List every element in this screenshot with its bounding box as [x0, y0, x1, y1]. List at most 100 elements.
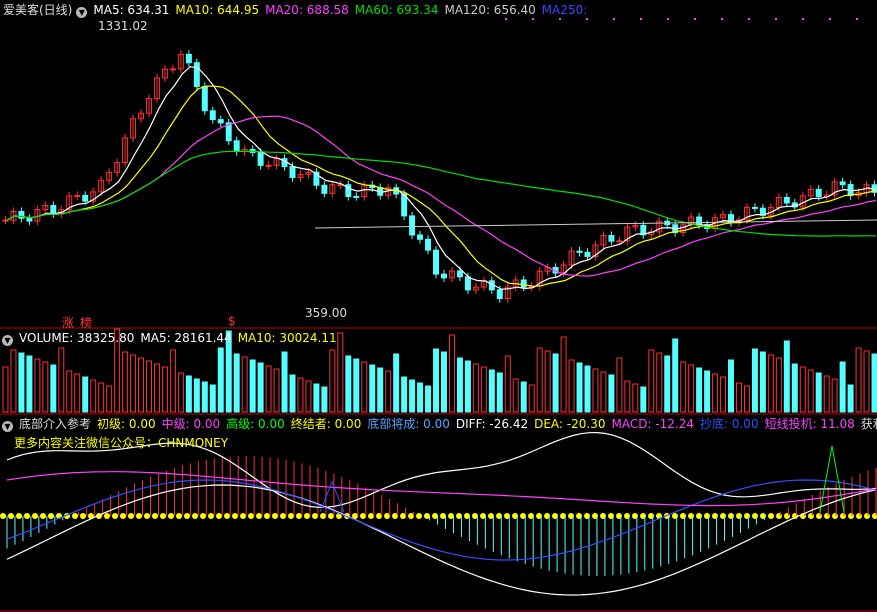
volume-bar	[273, 368, 280, 413]
low-price-label: 359.00	[305, 306, 347, 320]
ma250-dot	[829, 18, 831, 20]
baseline-dot	[416, 513, 422, 519]
main.ma-item: MA120: 656.40	[444, 3, 536, 17]
volume-bar	[153, 363, 160, 413]
volume.items-item: MA10: 30024.11	[237, 331, 337, 345]
volume-bar	[855, 347, 862, 413]
candle-body	[321, 184, 328, 194]
indicator.items-item: 短线投机: 11.08	[764, 417, 855, 431]
candle-body	[185, 53, 192, 64]
volume-bar	[624, 380, 631, 413]
ma250-dot	[613, 18, 615, 20]
indicator-title: 底部介入参考	[19, 417, 92, 431]
candle-body	[456, 270, 463, 278]
baseline-dot	[504, 513, 510, 519]
tag-dollar[interactable]: $	[228, 314, 236, 328]
main.ma-item: MA60: 693.34	[354, 3, 439, 17]
indicator-header: ▼ 底部介入参考 初级: 0.00 中级: 0.00 高级: 0.00 终结者: 0.00…	[0, 416, 877, 432]
volume-bar	[289, 374, 296, 413]
volume-bar	[656, 352, 663, 413]
candle-body	[345, 184, 352, 197]
baseline-dot	[448, 513, 454, 519]
volume-bar	[58, 347, 65, 413]
volume-bar	[193, 378, 200, 413]
volume-bar	[815, 372, 822, 413]
candle-body	[656, 220, 663, 233]
indicator.items-item: 高级: 0.00	[226, 417, 285, 431]
volume-bar	[536, 347, 543, 413]
candle-body	[50, 205, 57, 215]
baseline-dot	[152, 513, 158, 519]
baseline-dot	[200, 513, 206, 519]
candle-body	[680, 224, 687, 233]
volume-bar	[783, 340, 790, 413]
volume-bar	[34, 358, 41, 413]
main.ma-item: MA250:	[541, 3, 588, 17]
baseline-dot	[528, 513, 534, 519]
baseline-dot	[168, 513, 174, 519]
candle-body	[433, 249, 440, 275]
baseline-dot	[704, 513, 710, 519]
volume-bar	[345, 355, 352, 413]
volume-bar	[871, 353, 877, 413]
tag-zhang[interactable]: 涨	[62, 316, 75, 330]
candle-body	[209, 110, 216, 121]
candle-body	[815, 188, 822, 198]
volume-bar	[201, 381, 208, 413]
volume-bar	[2, 366, 9, 413]
volume-bar	[249, 359, 256, 413]
candle-body	[831, 181, 838, 196]
ma250-dot	[775, 18, 777, 20]
baseline-dot	[40, 513, 46, 519]
baseline-dot	[24, 513, 30, 519]
candle-body	[592, 244, 599, 257]
volume-bar	[361, 361, 368, 413]
baseline-dot	[240, 513, 246, 519]
volume-bar	[138, 357, 145, 413]
baseline-dot	[560, 513, 566, 519]
chevron-down-icon[interactable]: ▼	[2, 335, 13, 346]
volume-bar	[831, 378, 838, 413]
ma5-line	[6, 65, 877, 290]
tag-bang[interactable]: 榜	[80, 316, 93, 330]
indicator.items-item: 初级: 0.00	[97, 417, 156, 431]
baseline-dot	[544, 513, 550, 519]
baseline-dot	[736, 513, 742, 519]
indicator.items-item: 底部将成: 0.00	[367, 417, 450, 431]
main.ma-item: MA10: 644.95	[175, 3, 260, 17]
chevron-down-icon[interactable]: ▼	[76, 7, 88, 18]
volume.items-item: MA5: 28161.44	[140, 331, 232, 345]
candle-body	[18, 211, 25, 219]
volume-bar	[751, 348, 758, 413]
volume-bar	[512, 378, 519, 413]
volume-bar	[257, 362, 264, 413]
candle-body	[153, 77, 160, 100]
candle-body	[608, 235, 615, 242]
baseline-dot	[824, 513, 830, 519]
volume-bar	[464, 360, 471, 413]
baseline-dot	[176, 513, 182, 519]
candle-body	[409, 215, 416, 236]
baseline-dot	[856, 513, 862, 519]
volume-bar	[305, 380, 312, 413]
baseline-dot	[184, 513, 190, 519]
volume-bar	[616, 357, 623, 413]
volume-bar	[377, 367, 384, 413]
ma250-dot	[505, 18, 507, 20]
volume-bar	[161, 366, 168, 413]
baseline-dot	[520, 513, 526, 519]
indicator.items-item: DIFF: -26.42	[455, 417, 529, 431]
volume-bar	[504, 355, 511, 413]
candle-body	[265, 164, 272, 167]
candle-body	[146, 98, 152, 114]
dea-line	[6, 484, 877, 596]
candle-body	[297, 173, 304, 179]
candle-body	[201, 85, 208, 112]
volume-bar	[321, 386, 328, 413]
volume-bar	[401, 376, 408, 413]
baseline-dot	[400, 513, 406, 519]
candle-body	[839, 181, 846, 186]
chevron-down-icon[interactable]: ▼	[2, 421, 13, 432]
candle-body	[26, 217, 33, 222]
